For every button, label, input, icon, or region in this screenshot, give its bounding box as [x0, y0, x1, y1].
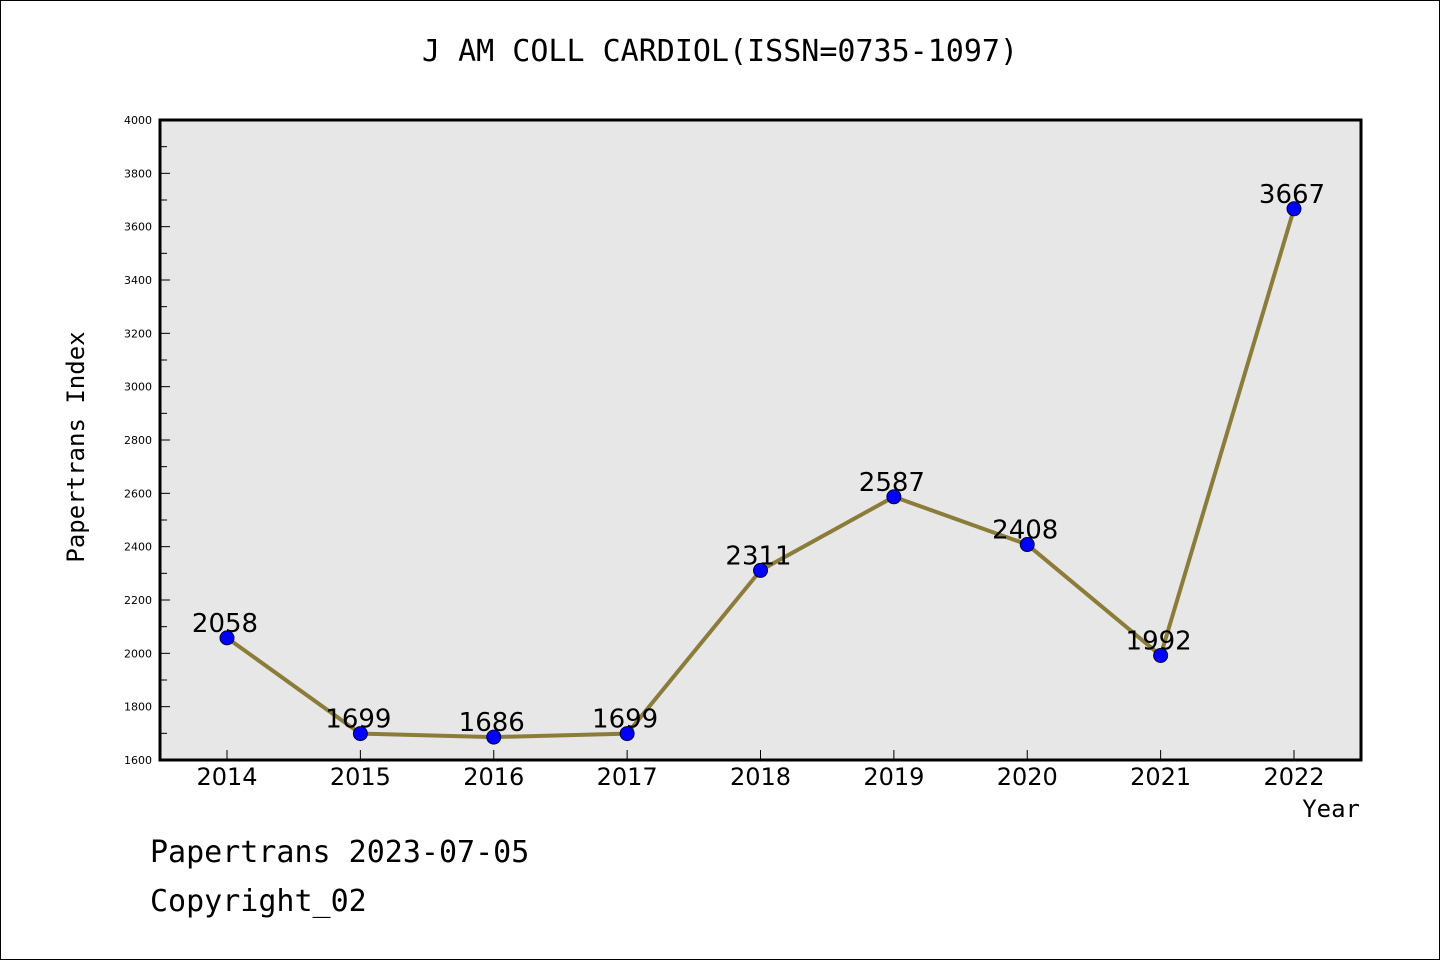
- x-axis-label: Year: [1302, 795, 1360, 823]
- data-label: 2408: [992, 516, 1058, 546]
- data-point: [753, 562, 768, 578]
- y-tick-label: 1800: [124, 701, 152, 714]
- data-label: 1992: [1126, 626, 1192, 656]
- y-tick-label: 3800: [124, 167, 152, 180]
- y-tick-label: 3600: [124, 221, 152, 234]
- x-tick-label: 2014: [196, 763, 257, 791]
- data-point: [352, 726, 368, 742]
- y-axis: 1600 1800 2000 2200 2400 2600 2800 3000 3200 3400…: [124, 114, 170, 767]
- y-tick-label: 2800: [124, 434, 152, 447]
- data-point: [1286, 201, 1302, 217]
- y-axis-label: Papertrans Index: [62, 331, 90, 563]
- data-label: 2311: [725, 541, 791, 571]
- data-point: [1019, 537, 1035, 553]
- y-tick-label: 3200: [124, 327, 152, 340]
- y-tick-label: 3000: [124, 381, 152, 394]
- data-label: 1699: [592, 705, 658, 735]
- y-tick-label: 3400: [124, 274, 152, 287]
- data-label: 2058: [192, 609, 258, 639]
- data-label: 1686: [459, 708, 525, 738]
- x-tick-label: 2016: [463, 763, 524, 791]
- x-tick-label: 2015: [330, 763, 391, 791]
- data-label: 1699: [325, 705, 391, 735]
- chart-title: J AM COLL CARDIOL(ISSN=0735-1097): [421, 34, 1019, 69]
- x-tick-label: 2017: [597, 763, 658, 791]
- x-tick-label: 2018: [730, 763, 791, 791]
- data-point: [886, 489, 902, 505]
- data-point: [1153, 647, 1169, 663]
- footer-date: Papertrans 2023-07-05: [150, 835, 530, 870]
- data-labels: 2058 1699 1686 1699 2311 2587 2408 1992 3667: [192, 180, 1325, 738]
- data-label: 2587: [859, 468, 925, 498]
- y-tick-label: 2600: [124, 487, 152, 500]
- data-point: [619, 726, 635, 742]
- x-tick-label: 2019: [863, 763, 924, 791]
- data-label: 3667: [1259, 180, 1325, 210]
- y-tick-label: 2400: [124, 541, 152, 554]
- x-tick-label: 2020: [997, 763, 1058, 791]
- data-point: [486, 729, 502, 745]
- y-tick-label: 4000: [124, 114, 152, 127]
- footer-copyright: Copyright_02: [150, 884, 367, 919]
- x-axis: 2014 2015 2016 2017 2018 2019 2020 2021 2022: [196, 750, 1325, 791]
- data-points: [219, 201, 1302, 745]
- y-tick-label: 1600: [124, 754, 152, 767]
- y-tick-label: 2200: [124, 594, 152, 607]
- plot-area: [158, 118, 1363, 762]
- y-tick-label: 2000: [124, 647, 152, 660]
- x-tick-label: 2021: [1130, 763, 1191, 791]
- x-tick-label: 2022: [1263, 763, 1324, 791]
- data-point: [219, 630, 235, 646]
